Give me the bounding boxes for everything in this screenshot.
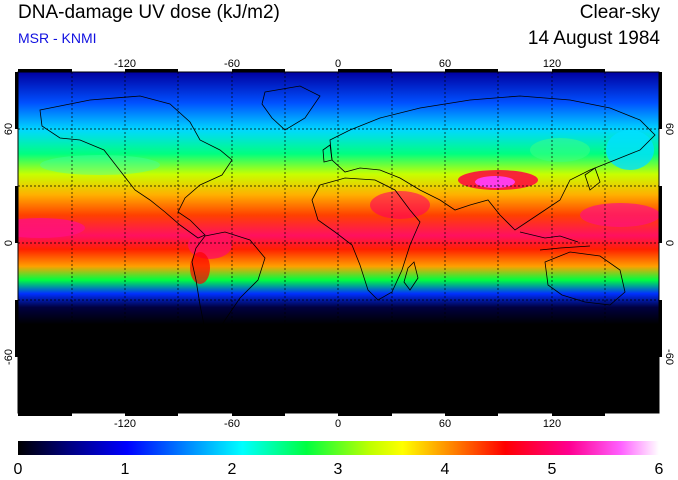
sky-condition: Clear-sky bbox=[579, 2, 660, 23]
colorbar-tick: 3 bbox=[334, 461, 343, 478]
colorbar-tick: 1 bbox=[121, 461, 130, 478]
lat-tick-right: 0 bbox=[663, 240, 675, 246]
coastlines bbox=[18, 85, 659, 406]
lon-tick-bottom: 60 bbox=[439, 418, 451, 430]
lon-tick-bottom: -120 bbox=[114, 418, 136, 430]
lon-tick-top: -60 bbox=[224, 58, 240, 70]
colorbar-tick: 2 bbox=[228, 461, 237, 478]
lon-tick-top: 0 bbox=[335, 58, 341, 70]
map-title: DNA-damage UV dose (kJ/m2) bbox=[18, 2, 280, 23]
lon-tick-top: -120 bbox=[114, 58, 136, 70]
frame-border-ticks bbox=[15, 69, 662, 416]
colorbar-tick: 4 bbox=[441, 461, 450, 478]
lon-tick-bottom: 0 bbox=[335, 418, 341, 430]
map-source: MSR - KNMI bbox=[18, 30, 97, 46]
map-date: 14 August 1984 bbox=[527, 28, 660, 49]
colorbar-tick: 0 bbox=[14, 461, 23, 478]
uv-dose-field bbox=[18, 72, 659, 413]
lat-tick-left: 60 bbox=[3, 123, 15, 135]
lat-tick-left: -60 bbox=[3, 349, 15, 365]
lon-tick-bottom: -60 bbox=[224, 418, 240, 430]
lon-tick-top: 60 bbox=[439, 58, 451, 70]
graticule bbox=[18, 72, 659, 413]
colorbar-tick: 5 bbox=[548, 461, 557, 478]
lat-tick-right: -60 bbox=[663, 349, 675, 365]
lat-tick-right: 60 bbox=[663, 123, 675, 135]
lon-tick-top: 120 bbox=[543, 58, 561, 70]
colorbar-tick: 6 bbox=[655, 461, 664, 478]
lon-tick-bottom: 120 bbox=[543, 418, 561, 430]
colorbar bbox=[18, 441, 659, 455]
lat-tick-left: 0 bbox=[3, 240, 15, 246]
